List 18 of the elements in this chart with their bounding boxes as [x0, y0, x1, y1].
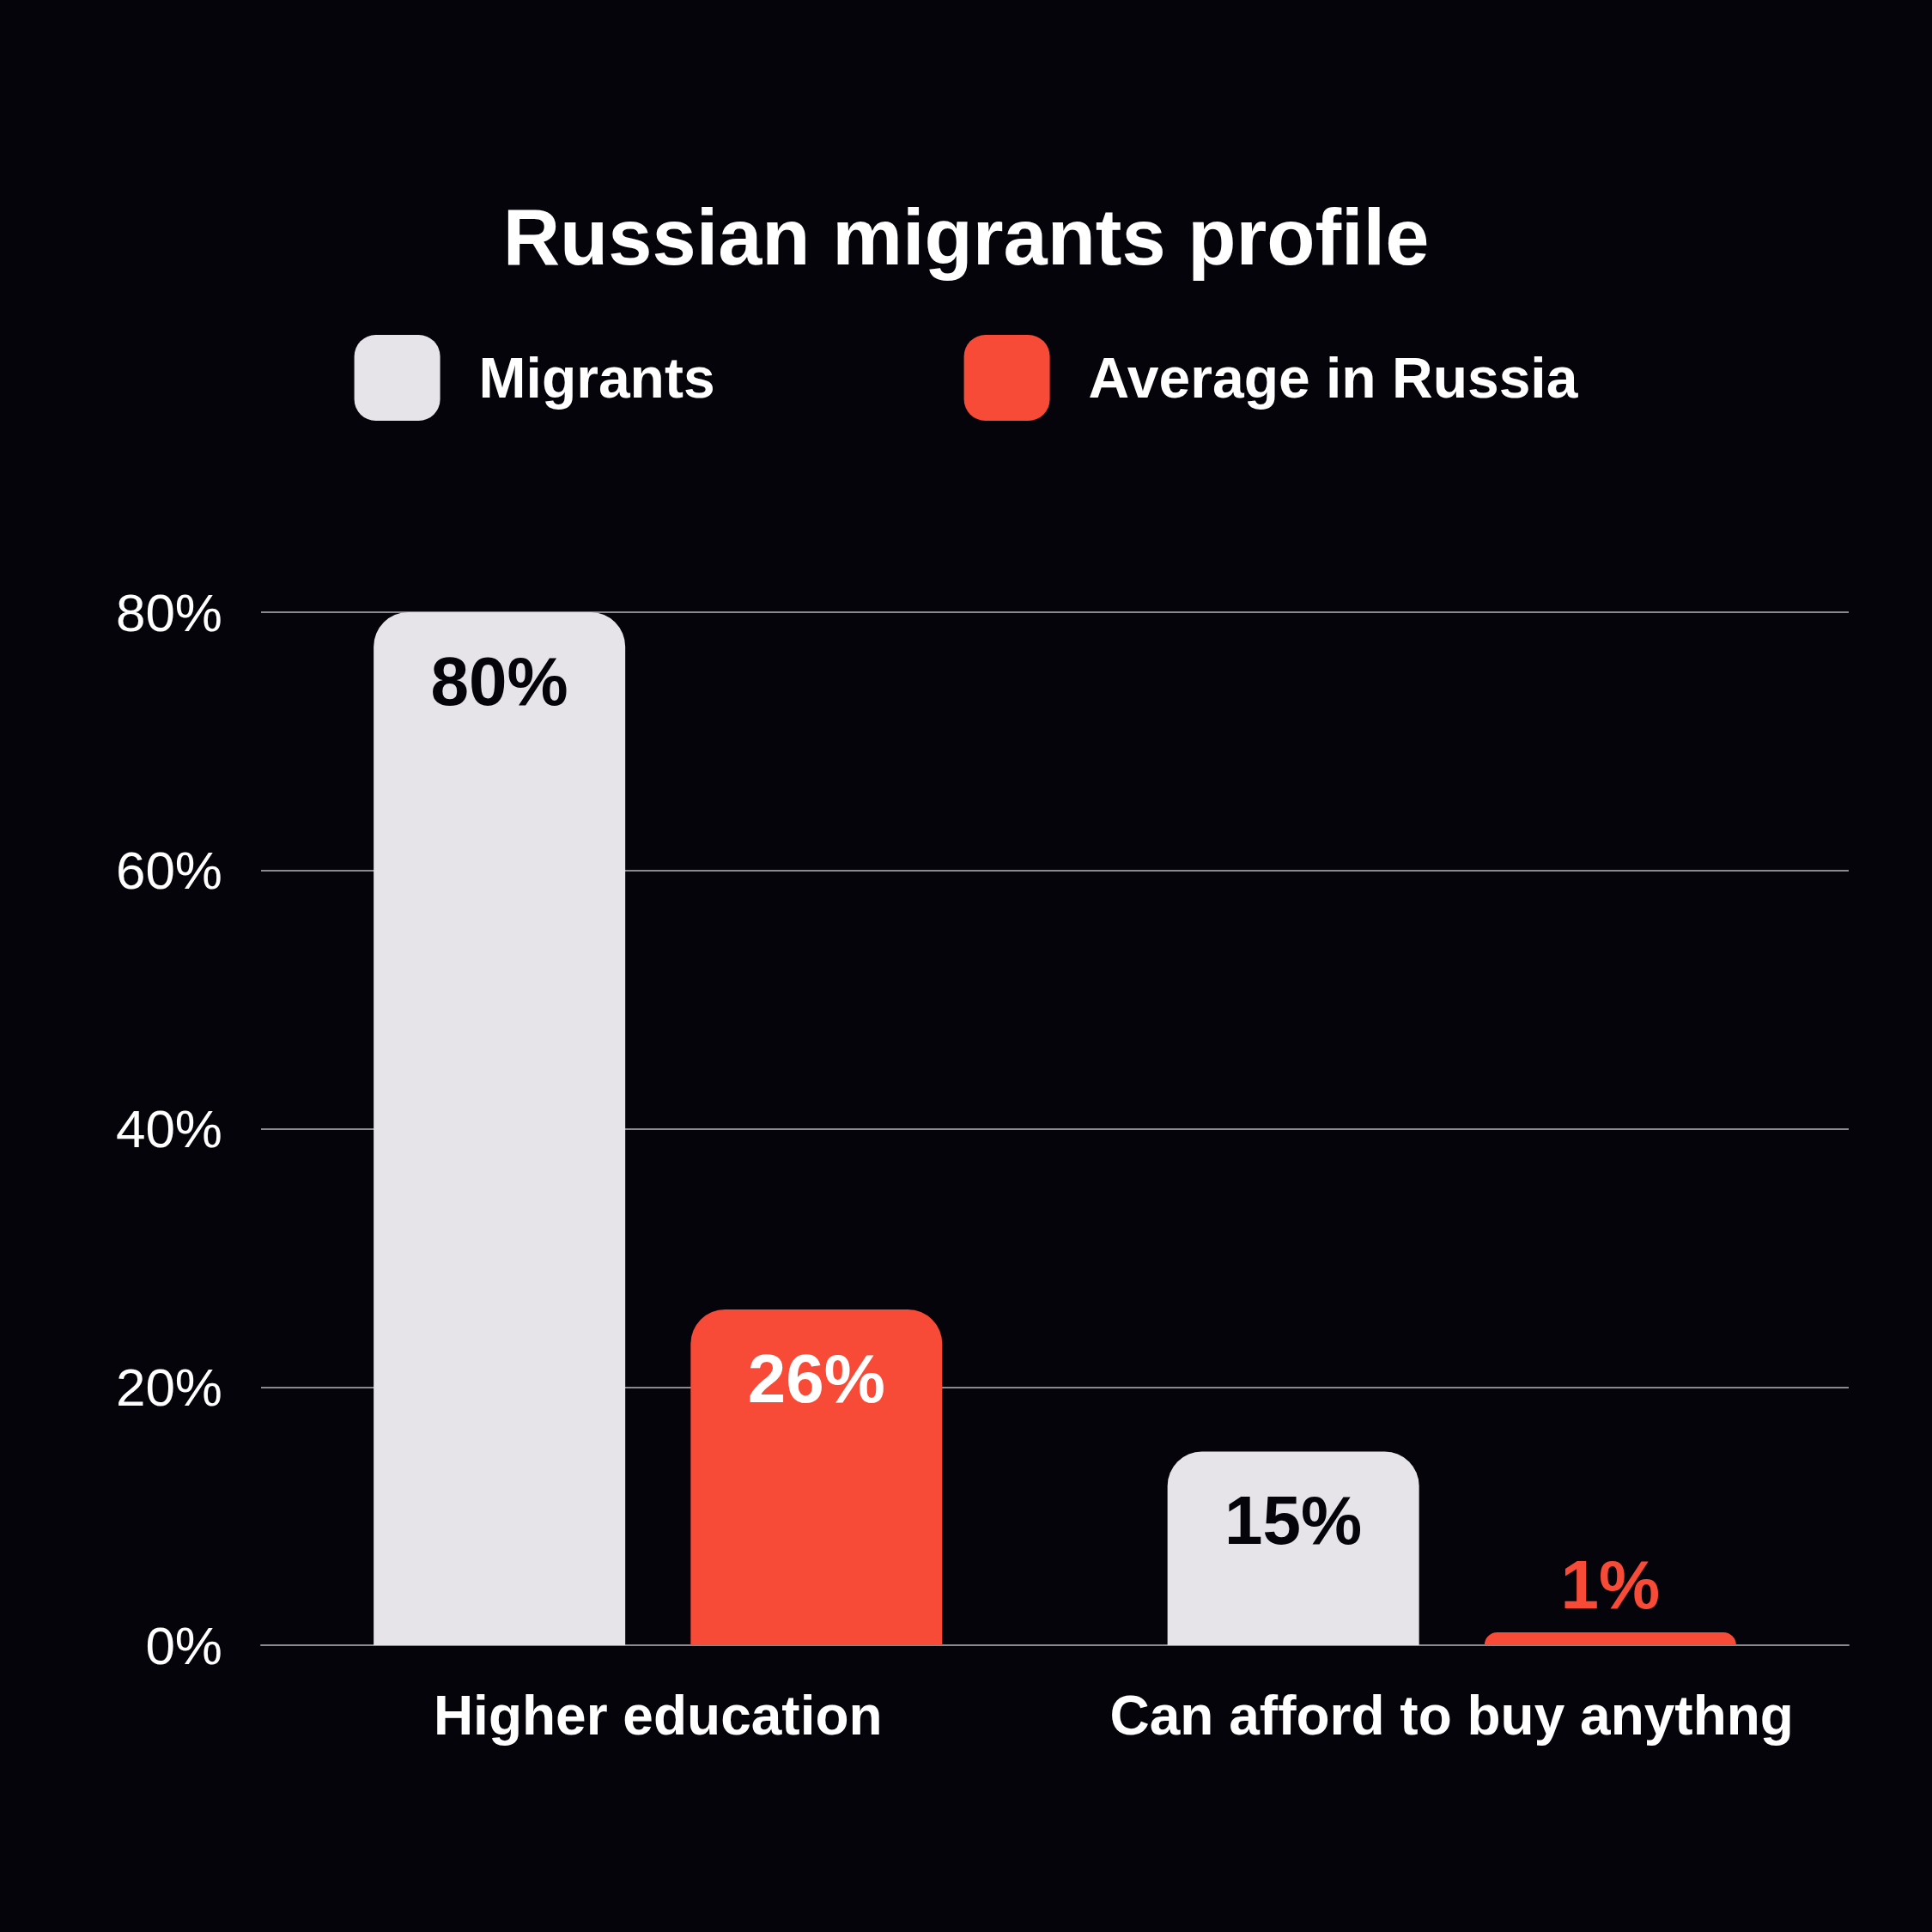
data-label: 15% — [1224, 1481, 1363, 1558]
y-tick-label: 20% — [115, 1357, 222, 1417]
data-label: 26% — [747, 1340, 885, 1417]
legend-label: Migrants — [478, 346, 715, 410]
x-tick-label: Can afford to buy anythng — [1109, 1685, 1794, 1747]
legend-label: Average in Russia — [1088, 346, 1579, 410]
data-label: 80% — [430, 642, 568, 720]
chart-title: Russian migrants profile — [502, 193, 1430, 281]
bar — [690, 1309, 943, 1645]
y-tick-label: 60% — [115, 841, 222, 901]
y-tick-label: 0% — [145, 1615, 222, 1675]
bar — [1167, 1451, 1419, 1645]
x-tick-label: Higher education — [433, 1685, 883, 1747]
y-tick-label: 40% — [115, 1099, 222, 1158]
y-tick-label: 80% — [115, 582, 222, 642]
bar — [1484, 1631, 1736, 1645]
data-label: 1% — [1560, 1546, 1661, 1624]
bar — [374, 612, 626, 1645]
